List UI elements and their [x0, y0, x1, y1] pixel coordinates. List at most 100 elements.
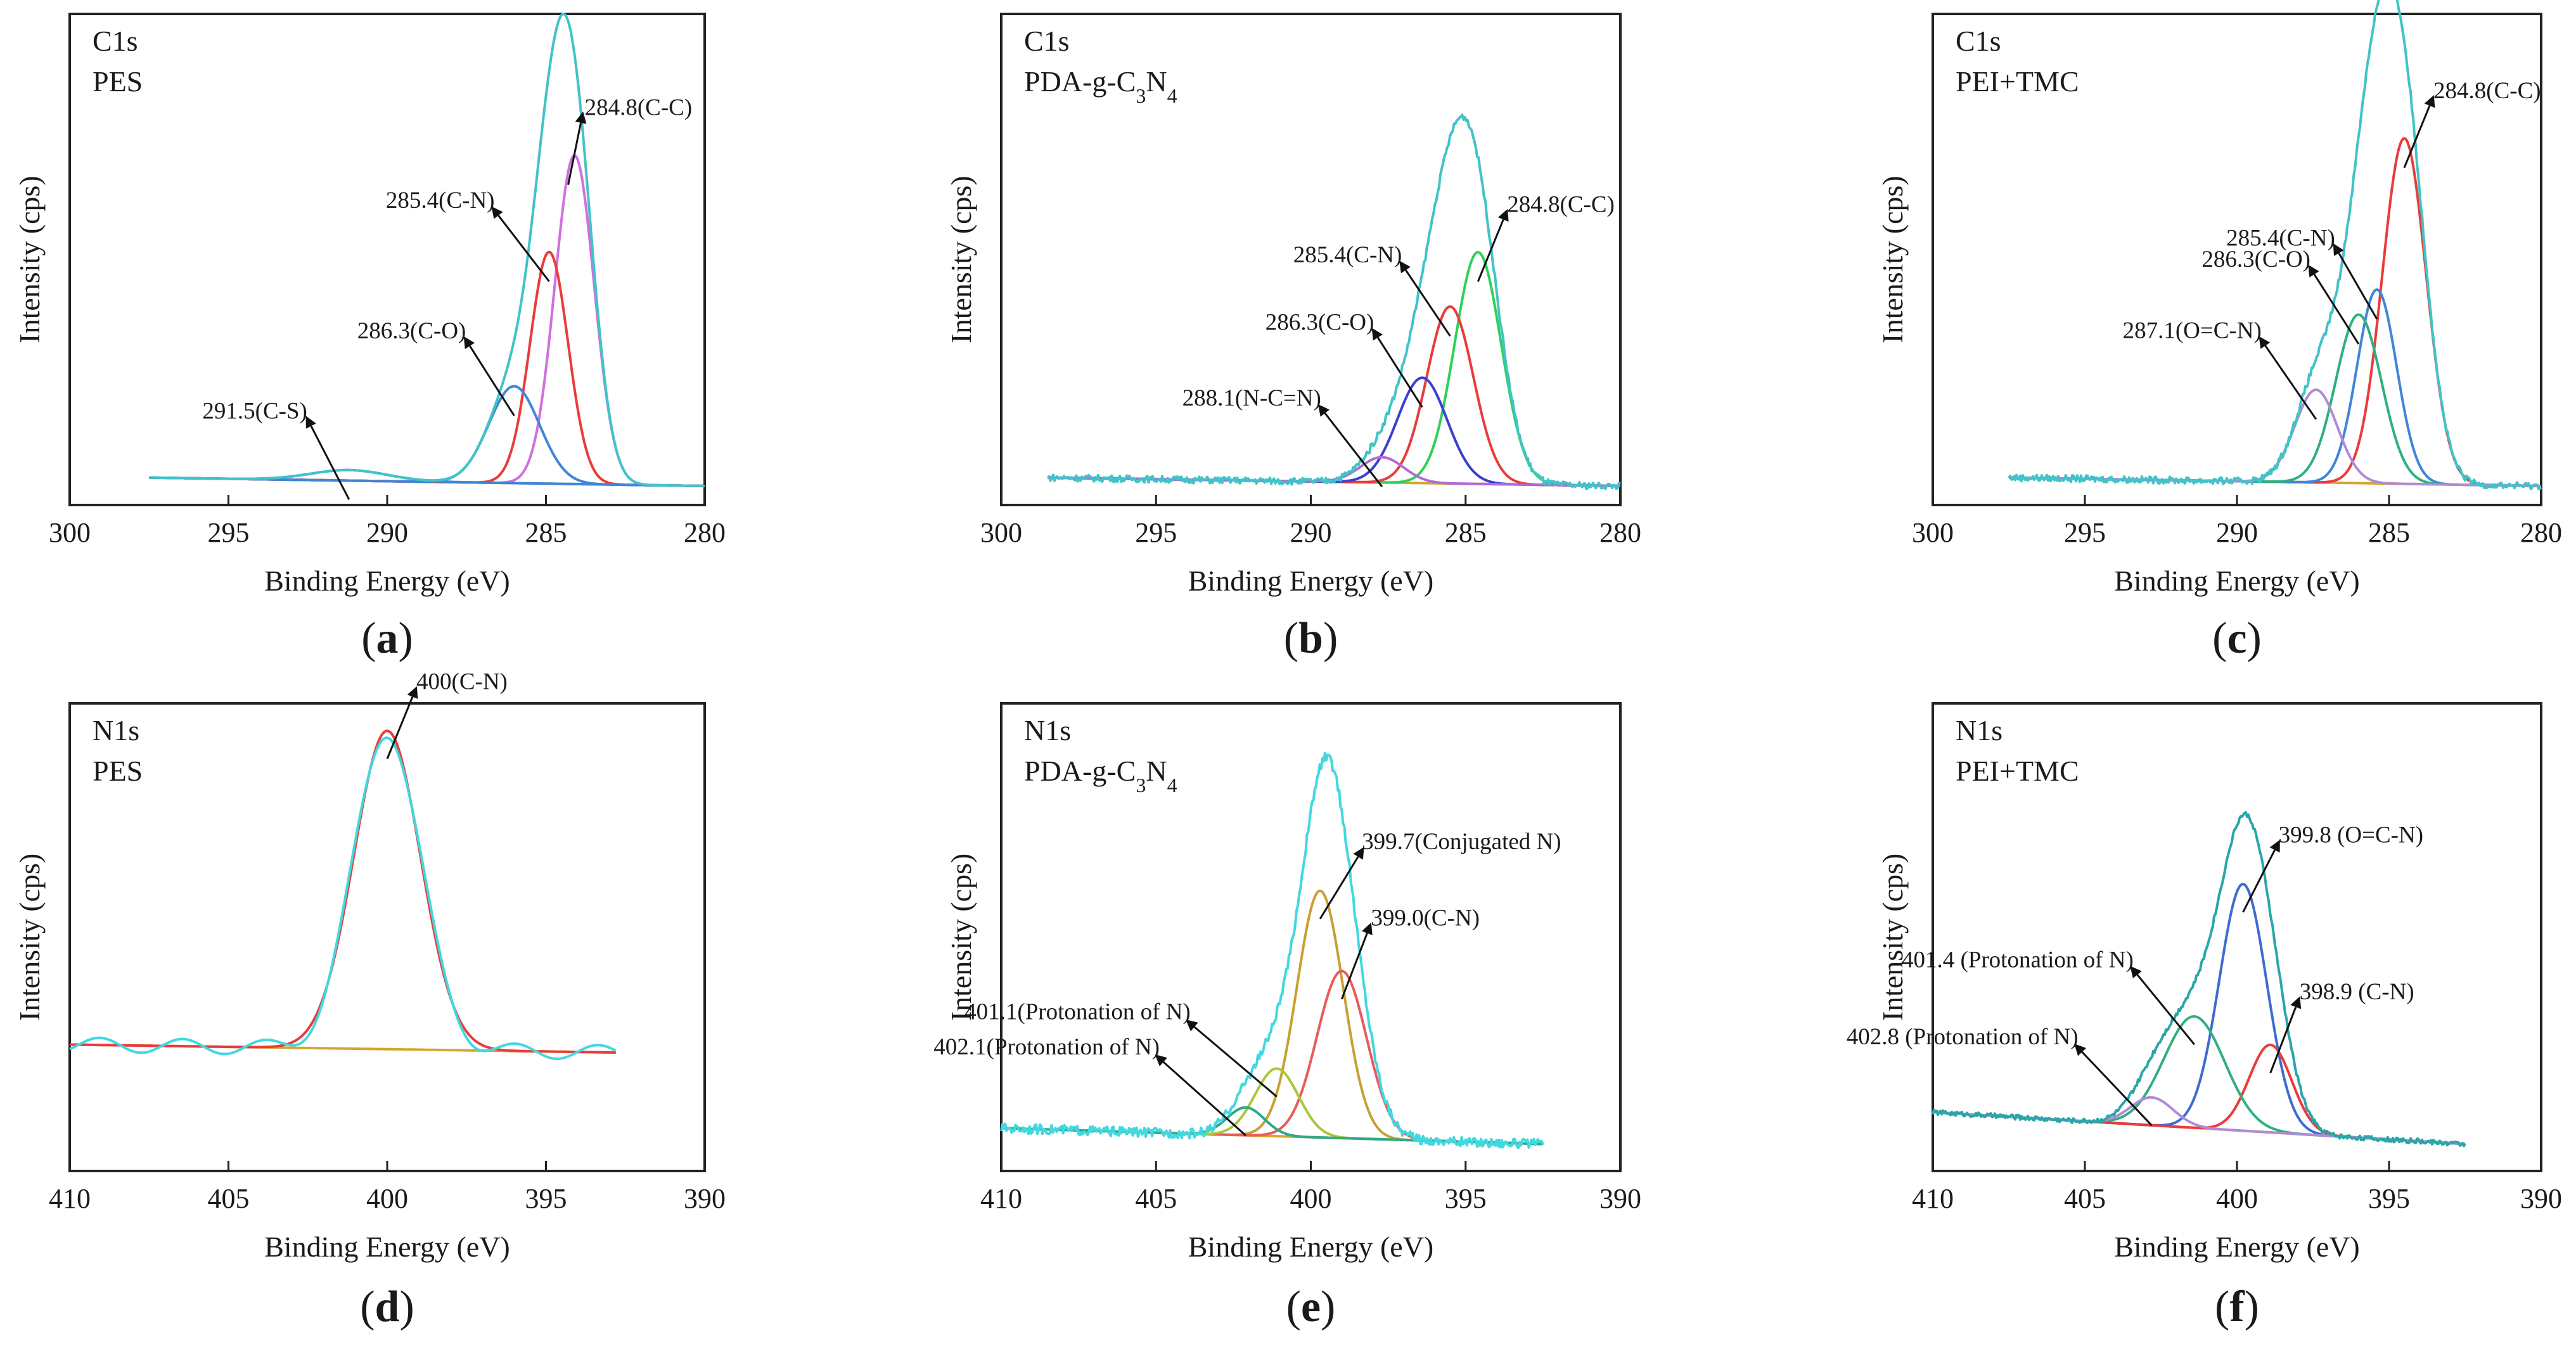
x-tick-label: 405	[208, 1183, 250, 1214]
annotation-arrow	[2136, 974, 2195, 1046]
arrow-head	[2333, 243, 2344, 256]
sample-label: PDA-g-C3N4	[1024, 755, 1177, 797]
panel-letter: (b)	[1284, 614, 1338, 663]
peak-annotation: 400(C-N)	[416, 669, 508, 695]
subscript-3: 3	[1136, 774, 1146, 797]
arrow-head	[2269, 840, 2280, 853]
peak-annotation: 399.7(Conjugated N)	[1362, 829, 1561, 855]
peak-annotation: 401.1(Protonation of N)	[964, 999, 1191, 1025]
x-axis-title: Binding Energy (eV)	[2114, 1231, 2360, 1263]
x-tick-label: 405	[1135, 1183, 1177, 1214]
x-tick-label: 290	[366, 517, 408, 548]
arrow-head	[1497, 208, 1509, 222]
x-tick-label: 295	[208, 517, 250, 548]
annotation-arrow	[386, 696, 414, 760]
sample-label: PES	[93, 755, 143, 787]
subscript-4: 4	[1167, 774, 1177, 797]
peak-annotation: 286.3(C-O)	[357, 318, 466, 344]
peak-annotation: 399.8 (O=C-N)	[2279, 822, 2423, 848]
x-tick-label: 395	[1445, 1183, 1487, 1214]
annotation-arrow	[469, 345, 515, 416]
annotation-arrow	[1477, 219, 1504, 283]
arrow-head	[2259, 336, 2271, 349]
panel-d: 410 405 400 395 390 Binding Energy (eV) Intens…	[13, 669, 726, 1331]
arrow-head	[2308, 264, 2319, 278]
arrow-head	[2290, 996, 2302, 1009]
arrow-head	[463, 336, 475, 349]
peak-annotation: 285.4(C-N)	[1293, 242, 1402, 268]
peak-annotation: 284.8(C-C)	[1507, 191, 1615, 217]
arrow-head	[2074, 1044, 2087, 1056]
envelope-curve	[1047, 113, 1621, 490]
annotation-arrow	[567, 122, 582, 185]
x-tick-label: 395	[525, 1183, 567, 1214]
arrow-head	[1361, 922, 1373, 935]
subscript-3: 3	[1136, 84, 1146, 107]
x-tick-label: 300	[980, 517, 1022, 548]
peak-annotation: 286.3(C-O)	[1266, 310, 1375, 336]
sample-name: PES	[93, 755, 143, 787]
envelope-curve	[1932, 811, 2466, 1148]
arrow-head	[575, 112, 587, 124]
annotation-arrow	[1162, 1061, 1246, 1137]
arrow-head	[2424, 95, 2435, 108]
annotation-arrow	[1193, 1026, 1278, 1097]
peak-annotation: 398.9 (C-N)	[2300, 979, 2414, 1005]
panel-letter: (c)	[2212, 614, 2262, 663]
arrow-head	[1317, 404, 1330, 417]
annotation-arrow	[2264, 345, 2317, 420]
envelope-curve	[149, 12, 705, 487]
x-tick-label: 290	[1290, 517, 1332, 548]
arrow-head	[1186, 1019, 1198, 1032]
x-tick-label: 410	[49, 1183, 91, 1214]
arrow-head	[1371, 328, 1383, 341]
annotation-arrow	[2338, 252, 2378, 320]
x-tick-label: 390	[684, 1183, 726, 1214]
panel-letter: (e)	[1286, 1283, 1336, 1331]
x-tick-label: 285	[2368, 517, 2410, 548]
peak-annotation: 288.1(N-C=N)	[1182, 385, 1321, 411]
panel-letter: (f)	[2215, 1283, 2259, 1331]
x-tick-label: 405	[2064, 1183, 2106, 1214]
sample-suffix: N	[1146, 65, 1167, 98]
x-tick-label: 280	[1599, 517, 1641, 548]
sample-name: PDA-g-C	[1024, 65, 1136, 98]
annotation-arrow	[2269, 1006, 2297, 1073]
x-tick-label: 295	[1135, 517, 1177, 548]
peak-annotation: 291.5(C-S)	[202, 398, 307, 424]
sample-name: PES	[93, 65, 143, 98]
y-axis-title: Intensity (cps)	[945, 854, 977, 1021]
arrow-head	[1353, 847, 1364, 860]
peak-annotation: 399.0(C-N)	[1371, 905, 1480, 931]
x-axis-title: Binding Energy (eV)	[264, 1231, 510, 1263]
peak-annotation: 285.4(C-N)	[386, 188, 495, 214]
x-tick-label: 300	[1912, 517, 1954, 548]
arrow-head	[491, 206, 503, 219]
panel-b: 300 295 290 285 280 Binding Energy (eV) Intens…	[945, 13, 1641, 663]
arrow-head	[1399, 260, 1411, 274]
envelope-curve	[1000, 752, 1544, 1149]
arrow-head	[2130, 966, 2142, 979]
y-axis-title: Intensity (cps)	[1876, 854, 1909, 1021]
annotation-arrow	[1377, 336, 1423, 408]
x-tick-label: 290	[2216, 517, 2258, 548]
sample-label: PEI+TMC	[1956, 65, 2079, 98]
y-axis-title: Intensity (cps)	[1876, 176, 1909, 343]
x-tick-label: 410	[1912, 1183, 1954, 1214]
annotation-arrow	[2403, 105, 2431, 169]
y-axis-title: Intensity (cps)	[945, 176, 977, 343]
sample-label: PDA-g-C3N4	[1024, 65, 1177, 107]
panel-letter: (d)	[360, 1283, 414, 1331]
sample-suffix: N	[1146, 755, 1167, 787]
arrow-head	[1155, 1054, 1167, 1066]
annotation-arrow	[310, 425, 350, 501]
region-label: N1s	[1024, 714, 1071, 746]
arrow-head	[305, 416, 316, 429]
x-axis-title: Binding Energy (eV)	[264, 565, 510, 597]
x-tick-label: 400	[2216, 1183, 2258, 1214]
subscript-4: 4	[1167, 84, 1177, 107]
x-tick-label: 400	[366, 1183, 408, 1214]
peak-annotation: 402.8 (Protonation of N)	[1847, 1024, 2079, 1050]
x-tick-label: 390	[1599, 1183, 1641, 1214]
